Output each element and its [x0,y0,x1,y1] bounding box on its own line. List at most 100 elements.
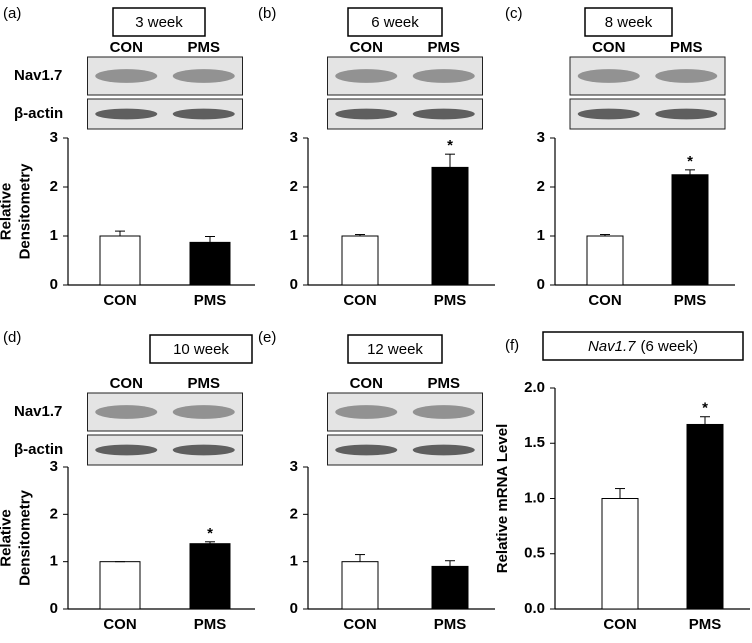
title-box [347,334,443,364]
x-tick-label: CON [103,616,136,633]
lane-label: PMS [670,39,703,56]
bar [99,561,141,610]
blot-label: β-actin [14,105,63,122]
x-tick-label: PMS [194,292,227,309]
panel-label: (b) [258,5,276,22]
panel-label: (a) [3,5,21,22]
y-tick-label: 1 [537,227,545,244]
blot-band [95,405,158,419]
blot-band [95,444,158,456]
blot-band [412,405,475,419]
title-part: Nav1.7 [588,338,636,355]
blot-band [95,69,158,83]
y-tick-label: 2.0 [524,379,545,396]
y-axis-label: Densitometry [16,163,33,260]
blot-band [172,444,235,456]
y-tick-label: 1.0 [524,489,545,506]
x-tick-label: PMS [194,616,227,633]
bar [586,235,624,286]
blot-band [172,69,235,83]
y-tick-label: 0 [537,276,545,293]
title-box [149,334,253,364]
bar [431,166,469,286]
title: 8 week [605,14,653,31]
significance: * [687,153,693,170]
blot-band [412,444,475,456]
y-tick-label: 0 [290,276,298,293]
significance: * [702,400,708,417]
lane-label: PMS [187,39,220,56]
bar [341,561,379,610]
bar [686,423,724,610]
blot-band [335,69,398,83]
blot-band [577,108,640,120]
x-tick-label: PMS [689,616,722,633]
title-box [347,7,443,37]
y-tick-label: 1.5 [524,434,545,451]
lane-label: PMS [187,375,220,392]
lane-label: PMS [427,375,460,392]
x-tick-label: CON [343,292,376,309]
blot-band [412,108,475,120]
panel-label: (c) [505,5,523,22]
x-tick-label: CON [343,616,376,633]
y-tick-label: 2 [50,178,58,195]
y-axis-label: Relative [0,509,14,567]
y-tick-label: 2 [537,178,545,195]
panel-label: (d) [3,329,21,346]
lane-label: PMS [427,39,460,56]
blot-band [172,108,235,120]
y-tick-label: 0 [50,600,58,617]
blot-band [95,108,158,120]
x-tick-label: PMS [434,292,467,309]
title: 10 week [173,341,229,358]
blot-band [335,444,398,456]
blot-label: Nav1.7 [14,67,62,84]
y-tick-label: 1 [50,553,58,570]
y-tick-label: 2 [290,178,298,195]
blot-label: β-actin [14,441,63,458]
blot-band [655,108,718,120]
title: 6 week [371,14,419,31]
bar [431,565,469,610]
bar [601,498,639,610]
y-tick-label: 1 [50,227,58,244]
title-box [542,331,744,361]
y-tick-label: 0.5 [524,545,545,562]
lane-label: CON [350,39,383,56]
blot-band [335,108,398,120]
bar [671,174,709,286]
y-tick-label: 0 [290,600,298,617]
x-tick-label: PMS [674,292,707,309]
y-axis-label: Relative [0,183,14,241]
panel-label: (f) [505,337,519,354]
blot-band [172,405,235,419]
lane-label: CON [110,39,143,56]
y-tick-label: 1 [290,553,298,570]
y-axis-label: Densitometry [16,489,33,586]
x-tick-label: CON [588,292,621,309]
lane-label: CON [350,375,383,392]
significance: * [207,525,213,542]
y-tick-label: 2 [290,505,298,522]
y-tick-label: 3 [50,129,58,146]
blot-band [577,69,640,83]
significance: * [447,137,453,154]
y-tick-label: 3 [290,129,298,146]
blot-label: Nav1.7 [14,403,62,420]
y-tick-label: 0 [50,276,58,293]
x-tick-label: CON [603,616,636,633]
y-tick-label: 1 [290,227,298,244]
x-tick-label: PMS [434,616,467,633]
y-tick-label: 2 [50,505,58,522]
y-axis-label: Relative mRNA Level [494,424,511,574]
title: 12 week [367,341,423,358]
bar [189,543,231,610]
bar [189,241,231,286]
bar [341,235,379,286]
panel-label: (e) [258,329,276,346]
bar [99,235,141,286]
y-tick-label: 3 [50,458,58,475]
y-tick-label: 3 [537,129,545,146]
